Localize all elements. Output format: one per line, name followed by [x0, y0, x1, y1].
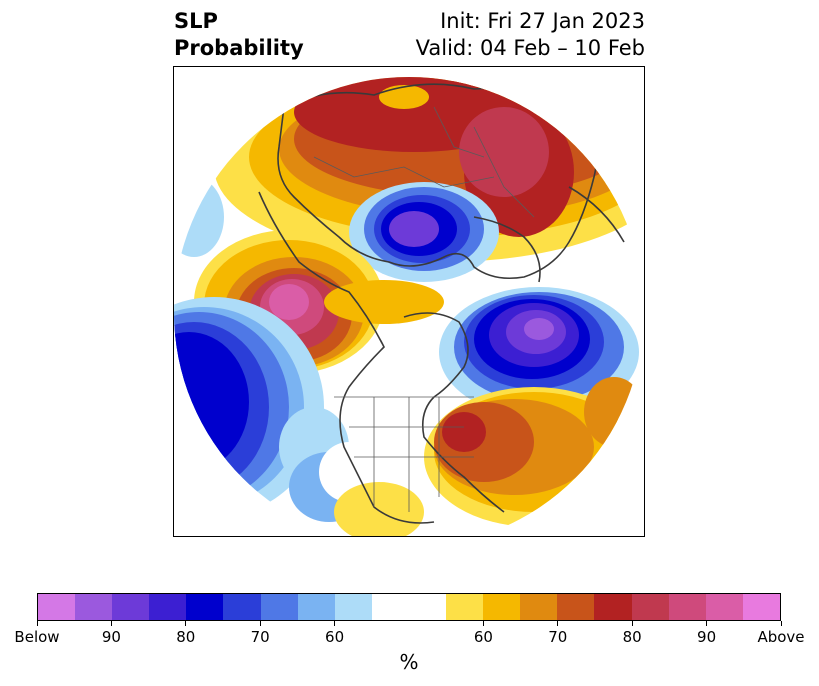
title-line-2: Probability: [174, 36, 304, 60]
colorbar-tick-mark: [334, 621, 336, 626]
init-date: Init: Fri 27 Jan 2023: [440, 9, 645, 33]
colorbar-segment: [75, 594, 113, 620]
colorbar-tick-label: 80: [622, 628, 642, 646]
colorbar-tick-label: 90: [101, 628, 121, 646]
colorbar-segment: [297, 594, 335, 620]
map-panel: [173, 66, 645, 537]
colorbar-tick-mark: [259, 621, 261, 626]
country-borders: [313, 106, 535, 512]
globe-disc: [174, 77, 644, 536]
colorbar-segment: [260, 594, 298, 620]
colorbar-tick-mark: [36, 621, 38, 626]
colorbar-tick-label: 80: [176, 628, 196, 646]
colorbar-segment: [557, 594, 595, 620]
colorbar-segment: [223, 594, 261, 620]
colorbar-tick-label: 70: [250, 628, 270, 646]
above-anomaly-eastern-us: [334, 377, 644, 536]
colorbar-unit-label: %: [399, 650, 419, 674]
colorbar-tick-mark: [631, 621, 633, 626]
colorbar-segment: [446, 594, 484, 620]
title-line-1: SLP: [174, 9, 218, 33]
colorbar-tick-label: 70: [548, 628, 568, 646]
colorbar-tick-mark: [110, 621, 112, 626]
colorbar-tick-label: 90: [697, 628, 717, 646]
colorbar-segment: [668, 594, 706, 620]
colorbar-segment: [594, 594, 632, 620]
colorbar-tick-label: Above: [757, 628, 805, 646]
colorbar-segment: [371, 594, 409, 620]
colorbar-segment: [742, 594, 780, 620]
below-anomaly-europe: [349, 182, 499, 282]
colorbar-segment: [520, 594, 558, 620]
colorbar-tick-label: Below: [14, 628, 60, 646]
colorbar-segment: [112, 594, 150, 620]
below-anomaly-atlantic: [439, 287, 639, 417]
chart-title: SLP Probability: [174, 8, 304, 62]
colorbar-tick-mark: [185, 621, 187, 626]
colorbar-segment: [631, 594, 669, 620]
colorbar-tick-label: 60: [325, 628, 345, 646]
colorbar-segment: [38, 594, 76, 620]
colorbar-tick-mark: [482, 621, 484, 626]
colorbar-segment: [705, 594, 743, 620]
colorbar-segment: [186, 594, 224, 620]
coastlines: [258, 83, 625, 524]
colorbar-tick-mark: [780, 621, 782, 626]
valid-range: Valid: 04 Feb – 10 Feb: [415, 36, 645, 60]
colorbar-tick-label: 60: [473, 628, 493, 646]
date-info: Init: Fri 27 Jan 2023 Valid: 04 Feb – 10…: [416, 8, 645, 62]
above-anomaly-alaska: [194, 230, 444, 374]
probability-map: [174, 77, 644, 536]
colorbar-segment: [149, 594, 187, 620]
colorbar-segment: [483, 594, 521, 620]
colorbar-tick-mark: [557, 621, 559, 626]
colorbar: [37, 593, 781, 621]
colorbar-segment: [408, 594, 447, 620]
colorbar-segment: [334, 594, 372, 620]
colorbar-tick-mark: [706, 621, 708, 626]
